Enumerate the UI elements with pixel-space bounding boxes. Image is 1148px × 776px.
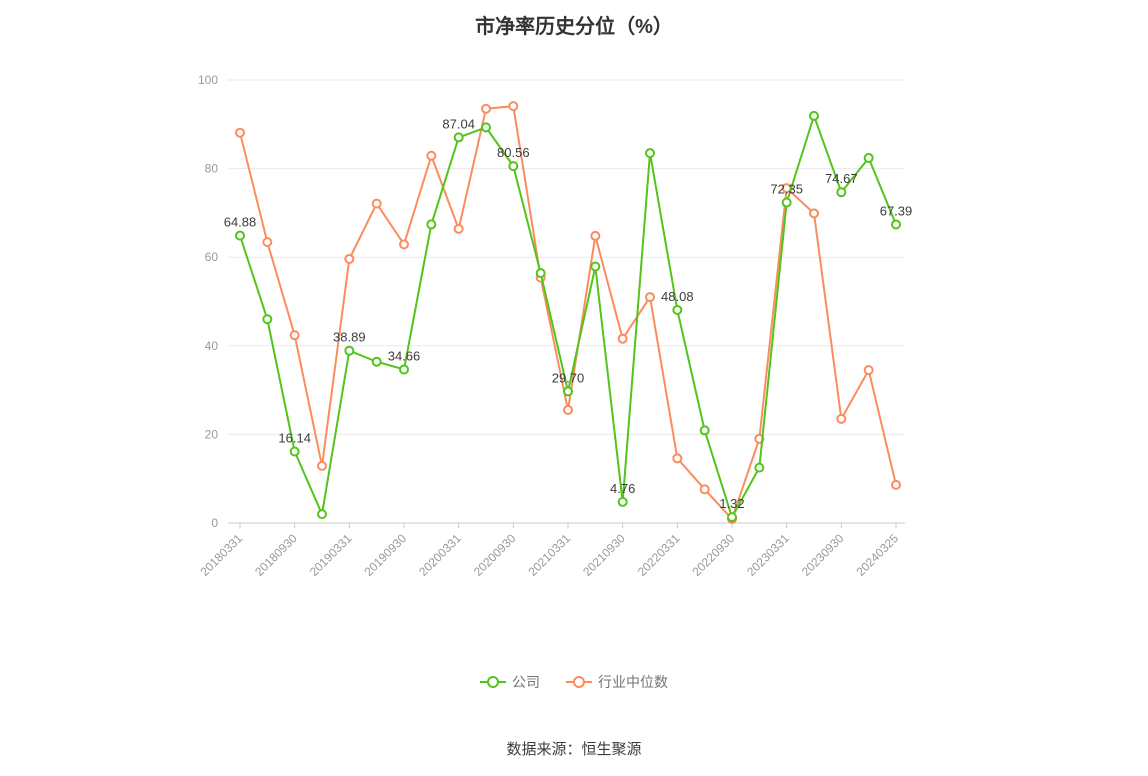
svg-text:74.67: 74.67 — [825, 171, 858, 186]
data-point — [344, 345, 355, 356]
data-point — [262, 314, 273, 325]
y-axis-labels: 0 20 40 60 80 100 — [198, 73, 218, 530]
data-point — [863, 365, 874, 376]
svg-text:80.56: 80.56 — [497, 145, 530, 160]
chart-legend: 公司 行业中位数 — [0, 672, 1148, 692]
chart-title: 市净率历史分位（%） — [475, 16, 673, 38]
data-point — [781, 197, 792, 208]
data-point — [836, 187, 847, 198]
data-point — [672, 453, 683, 464]
svg-text:20180930: 20180930 — [252, 531, 300, 579]
data-point — [399, 364, 409, 375]
data-point — [590, 261, 601, 272]
data-point — [399, 239, 409, 250]
data-point — [809, 208, 819, 219]
pbr-percentile-line-chart: 0 20 40 60 80 100 20180331 20180930 20190331 2019… — [197, 73, 913, 579]
svg-text:1.32: 1.32 — [719, 496, 744, 511]
x-axis-labels: 20180331 20180930 20190331 20190930 20200331… — [197, 523, 901, 579]
svg-text:20190930: 20190930 — [361, 531, 409, 579]
svg-text:87.04: 87.04 — [442, 116, 475, 131]
data-point — [699, 425, 710, 436]
svg-text:40: 40 — [205, 339, 219, 353]
data-point — [672, 305, 683, 316]
legend-label-company: 公司 — [512, 674, 540, 690]
point-value-labels: 64.88 16.14 38.89 34.66 87.04 80.56 29.70 4.76 4… — [224, 116, 913, 511]
data-point — [699, 484, 710, 495]
data-point — [317, 509, 327, 520]
svg-text:67.39: 67.39 — [880, 203, 913, 218]
data-point — [289, 446, 300, 457]
data-point — [590, 230, 601, 241]
data-point — [891, 219, 901, 230]
data-point — [645, 292, 655, 303]
legend-item-industry-median[interactable]: 行业中位数 — [566, 672, 668, 692]
data-point — [371, 198, 382, 209]
svg-text:29.70: 29.70 — [552, 370, 585, 385]
data-point — [426, 219, 437, 230]
svg-text:20210930: 20210930 — [580, 531, 628, 579]
legend-circle-icon — [487, 676, 499, 688]
company-series — [235, 110, 901, 523]
data-point — [563, 405, 573, 416]
company-series-marker-icon — [480, 676, 506, 688]
svg-text:20: 20 — [205, 427, 219, 441]
grid-lines — [228, 79, 905, 524]
svg-text:20220930: 20220930 — [689, 531, 737, 579]
svg-text:60: 60 — [205, 250, 219, 264]
svg-text:4.76: 4.76 — [610, 481, 635, 496]
svg-text:20240325: 20240325 — [853, 531, 901, 579]
data-point — [863, 152, 874, 163]
svg-text:20200930: 20200930 — [471, 531, 519, 579]
svg-text:48.08: 48.08 — [661, 289, 694, 304]
data-point — [262, 237, 273, 248]
data-point — [891, 479, 901, 490]
data-point — [235, 230, 245, 241]
svg-text:38.89: 38.89 — [333, 330, 366, 345]
data-point — [727, 512, 737, 523]
data-point — [535, 268, 546, 279]
svg-text:20190331: 20190331 — [307, 531, 355, 579]
legend-label-industry-median: 行业中位数 — [598, 674, 668, 690]
data-point — [453, 223, 464, 234]
data-point — [426, 150, 437, 161]
data-point — [481, 103, 491, 114]
data-point — [453, 132, 464, 143]
svg-text:20220331: 20220331 — [635, 531, 683, 579]
industry-median-series-marker-icon — [566, 676, 592, 688]
data-point — [617, 333, 628, 344]
data-source-note: 数据来源：恒生聚源 — [506, 741, 642, 758]
svg-text:80: 80 — [205, 162, 219, 176]
data-point — [235, 127, 245, 138]
data-point — [344, 253, 355, 264]
data-point — [317, 460, 327, 471]
svg-text:20210331: 20210331 — [525, 531, 573, 579]
data-point — [617, 496, 628, 507]
industry-median-series — [235, 101, 901, 525]
svg-text:20230331: 20230331 — [744, 531, 792, 579]
svg-text:20200331: 20200331 — [416, 531, 464, 579]
data-point — [289, 330, 300, 341]
svg-text:16.14: 16.14 — [278, 430, 311, 445]
svg-text:72.35: 72.35 — [770, 181, 803, 196]
data-point — [481, 122, 491, 133]
legend-item-company[interactable]: 公司 — [480, 672, 540, 692]
data-point — [836, 413, 847, 424]
legend-circle-icon — [573, 676, 585, 688]
data-point — [371, 356, 382, 367]
svg-text:64.88: 64.88 — [224, 215, 257, 230]
svg-text:20230930: 20230930 — [799, 531, 847, 579]
svg-text:100: 100 — [198, 73, 218, 87]
data-point — [508, 101, 519, 112]
data-point — [645, 148, 655, 159]
data-point — [508, 161, 519, 172]
svg-text:20180331: 20180331 — [197, 531, 245, 579]
svg-text:0: 0 — [211, 516, 218, 530]
svg-text:34.66: 34.66 — [388, 348, 421, 363]
data-point — [563, 386, 573, 397]
data-point — [754, 462, 765, 473]
data-point — [809, 110, 819, 121]
